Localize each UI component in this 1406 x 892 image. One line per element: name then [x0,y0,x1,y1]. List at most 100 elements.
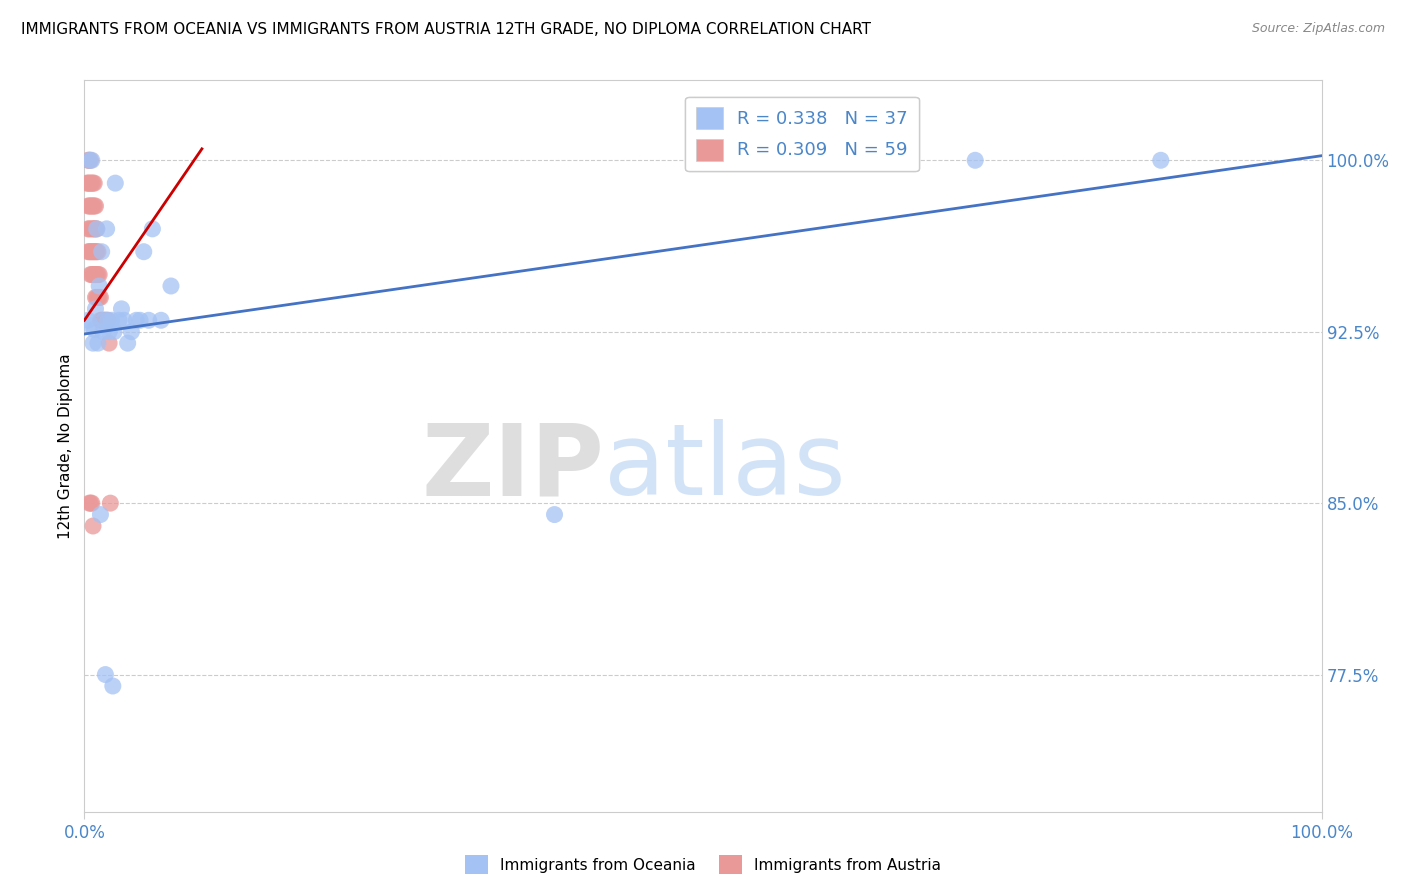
Text: atlas: atlas [605,419,845,516]
Point [79,268,101,282]
Point [84,199,107,213]
Point [83,199,105,213]
Point [76,176,98,190]
Point [80,268,103,282]
Point [94,667,117,681]
Point [141,222,163,236]
Point [79,199,101,213]
Point [79,153,101,168]
Point [77,199,100,213]
Point [83,222,105,236]
Point [97,313,120,327]
Point [91,325,114,339]
Point [120,325,142,339]
Point [86,244,108,259]
Point [79,153,101,168]
Point [83,244,105,259]
Point [82,222,104,236]
Point [89,313,111,327]
Point [80,176,103,190]
Point [84,222,107,236]
Point [93,313,115,327]
Point [160,279,183,293]
Point [77,176,100,190]
Point [77,153,100,168]
Point [79,496,101,510]
Point [84,268,107,282]
Point [117,336,139,351]
Point [98,325,121,339]
Point [79,244,101,259]
Point [86,222,108,236]
Point [101,679,124,693]
Point [79,496,101,510]
Point [77,244,100,259]
Point [965,153,987,168]
Point [79,318,101,332]
Point [125,313,148,327]
Point [82,199,104,213]
Point [82,519,104,533]
Point [83,268,105,282]
Point [82,244,104,259]
Point [79,176,101,190]
Point [84,290,107,304]
Point [129,313,152,327]
Point [80,153,103,168]
Point [82,268,104,282]
Point [80,222,103,236]
Point [108,313,131,327]
Point [93,313,115,327]
Point [89,508,111,522]
Point [80,244,103,259]
Point [84,244,107,259]
Y-axis label: 12th Grade, No Diploma: 12th Grade, No Diploma [58,353,73,539]
Point [96,313,118,327]
Point [150,313,173,327]
Point [79,153,101,168]
Point [80,496,103,510]
Text: Source: ZipAtlas.com: Source: ZipAtlas.com [1251,22,1385,36]
Point [89,290,111,304]
Point [87,336,110,351]
Point [79,176,101,190]
Point [103,325,125,339]
Point [87,244,110,259]
Point [94,313,117,327]
Point [104,176,127,190]
Point [100,313,122,327]
Point [90,313,112,327]
Point [79,222,101,236]
Point [98,336,121,351]
Point [79,199,101,213]
Point [87,268,110,282]
Legend: R = 0.338   N = 37, R = 0.309   N = 59: R = 0.338 N = 37, R = 0.309 N = 59 [685,96,920,171]
Point [89,279,111,293]
Point [86,222,108,236]
Point [1150,153,1173,168]
Point [138,313,160,327]
Point [112,313,135,327]
Point [83,176,105,190]
Point [82,176,104,190]
Point [91,313,114,327]
Point [83,322,105,336]
Point [110,301,132,316]
Text: ZIP: ZIP [422,419,605,516]
Legend: Immigrants from Oceania, Immigrants from Austria: Immigrants from Oceania, Immigrants from… [458,849,948,880]
Point [86,268,108,282]
Point [87,290,110,304]
Text: IMMIGRANTS FROM OCEANIA VS IMMIGRANTS FROM AUSTRIA 12TH GRADE, NO DIPLOMA CORREL: IMMIGRANTS FROM OCEANIA VS IMMIGRANTS FR… [21,22,872,37]
Point [86,290,108,304]
Point [80,199,103,213]
Point [96,222,118,236]
Point [77,222,100,236]
Point [132,244,155,259]
Point [89,290,111,304]
Point [543,508,565,522]
Point [98,496,121,510]
Point [77,313,100,327]
Point [79,244,101,259]
Point [97,313,120,327]
Point [84,301,107,316]
